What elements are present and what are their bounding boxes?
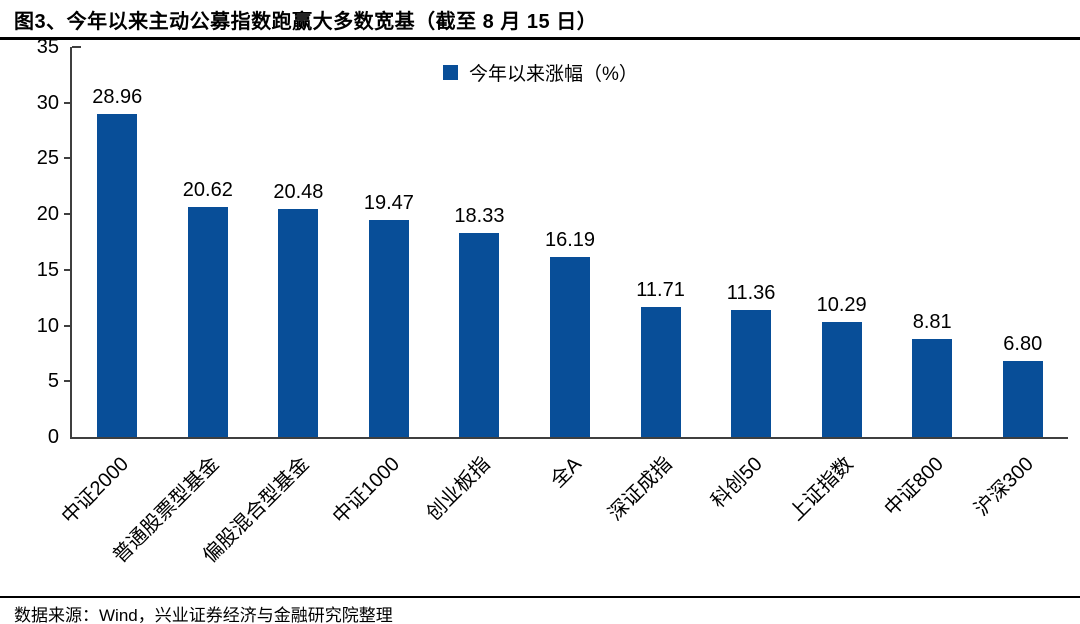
x-axis-category-label: 中证1000: [329, 453, 405, 529]
bar-value-label: 6.80: [1003, 333, 1043, 356]
bar: [278, 208, 319, 437]
y-tick-label: 30: [36, 91, 59, 114]
y-tick-label: 0: [47, 426, 59, 448]
y-tick-mark: [64, 101, 72, 104]
y-tick-label: 35: [36, 36, 59, 58]
plot-area: 28.96 中证2000 20.62 普通股票型基金 20.48 偏股混合型基金 19.47…: [37, 37, 1068, 568]
title-divider: [0, 37, 1080, 40]
bar-value-label: 28.96: [92, 86, 143, 109]
y-tick-mark: [64, 324, 72, 327]
bar: [459, 232, 500, 437]
bar-slot: 18.33 创业板指: [423, 47, 525, 525]
bar: [368, 220, 409, 437]
bar-slot: 11.71 深证成指: [604, 47, 706, 526]
bar-slot: 10.29 上证指数: [785, 47, 887, 525]
bar-slot: 19.47 中证1000: [329, 47, 435, 528]
y-tick-label: 20: [36, 203, 59, 226]
bar-value-label: 20.62: [182, 179, 233, 202]
page-title: 图3、今年以来主动公募指数跑赢大多数宽基（截至 8 月 15 日）: [14, 11, 598, 33]
y-tick-mark: [72, 46, 81, 48]
bar-slot: 11.36 科创50: [706, 47, 797, 512]
bar-slot: 16.19 全A: [525, 47, 616, 493]
bar: [731, 310, 772, 437]
data-source-note: 数据来源：Wind，兴业证券经济与金融研究院整理: [14, 606, 393, 624]
bar: [1002, 361, 1043, 437]
bar-value-label: 19.47: [363, 192, 414, 215]
y-tick-mark: [64, 213, 72, 216]
y-tick-mark: [64, 380, 72, 383]
bar-slot: 28.96 中证2000: [58, 47, 163, 528]
bar-value-label: 8.81: [912, 310, 952, 333]
bar-value-label: 11.71: [636, 278, 685, 301]
bar: [912, 338, 953, 437]
bar: [821, 322, 862, 437]
bar-value-label: 16.19: [544, 228, 596, 251]
y-tick-label: 5: [47, 370, 59, 393]
bar: [187, 207, 228, 437]
footer-divider: [0, 596, 1080, 598]
bar-value-label: 11.36: [726, 282, 776, 305]
y-tick-label: 10: [36, 314, 59, 337]
bar: [97, 114, 138, 437]
y-tick-label: 15: [36, 258, 59, 281]
y-tick-mark: [64, 268, 72, 271]
x-axis-category-label: 沪深300: [970, 453, 1039, 521]
chart-legend: 今年以来涨幅（%）: [443, 59, 638, 86]
bar-slot: 20.48 偏股混合型基金: [199, 47, 344, 568]
y-tick-label: 25: [36, 147, 59, 170]
x-axis-category-label: 全A: [546, 453, 586, 493]
x-axis-category-label: 创业板指: [422, 453, 496, 526]
x-axis-category-label: 中证800: [880, 453, 948, 521]
bar-value-label: 20.48: [273, 180, 324, 203]
bar-slot: 8.81 中证800: [880, 47, 978, 520]
x-axis-category-label: 中证2000: [57, 453, 133, 529]
x-axis-category-label: 深证成指: [603, 453, 677, 526]
x-axis-category-label: 上证指数: [785, 453, 858, 526]
bar-value-label: 10.29: [816, 294, 867, 317]
legend-swatch-icon: [443, 65, 458, 80]
bar: [640, 306, 681, 437]
bar-slot: 20.62 普通股票型基金: [109, 47, 254, 567]
bar: [550, 256, 590, 437]
bar-value-label: 18.33: [454, 204, 505, 227]
y-tick-mark: [64, 157, 72, 160]
bars-container: 28.96 中证2000 20.62 普通股票型基金 20.48 偏股混合型基金 19.47…: [58, 47, 1068, 568]
legend-label: 今年以来涨幅（%）: [469, 64, 638, 85]
bar-slot: 6.80 沪深300: [971, 47, 1068, 520]
x-axis-category-label: 科创50: [707, 453, 767, 513]
